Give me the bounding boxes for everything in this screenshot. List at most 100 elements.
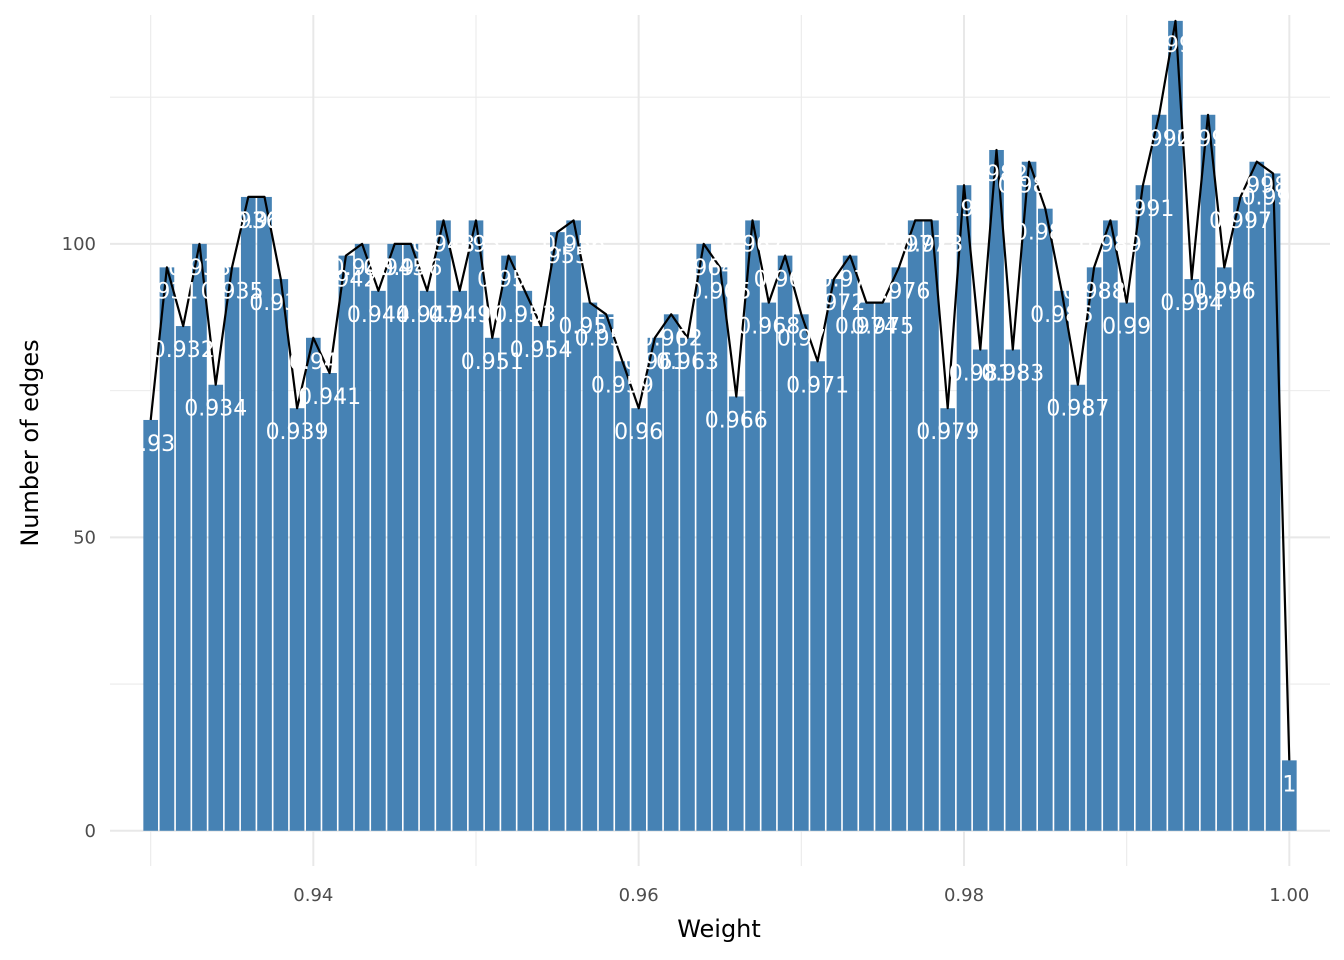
bar-label: 0.948 [412,232,475,257]
bar-label: 0.98 [940,197,989,222]
bar [1233,196,1248,831]
bar-label: 0.968 [737,315,800,340]
bar-label: 0.983 [981,362,1044,387]
bar [1282,760,1297,831]
bar [1151,114,1167,831]
bar-label: 0.931 [135,279,198,304]
bar-label: 0.942 [314,268,377,293]
bar [468,220,484,831]
bar-label: 0.991 [1111,197,1174,222]
bar [1135,185,1151,831]
bar-label: 0.976 [867,279,930,304]
bar-label: 0.941 [298,385,361,410]
bar-label: 0.996 [1193,279,1256,304]
bar-label: 0.958 [575,326,638,351]
bar-label: 0.961 [623,350,686,375]
bar-label: 0.963 [656,350,719,375]
bar-label: 0.966 [705,408,768,433]
bar-label: 0.93 [126,432,175,457]
bar [859,302,874,831]
bar-label: 0.986 [1030,303,1093,328]
bar-label: 0.95 [452,232,501,257]
bar [728,396,744,831]
bar-label: 0.985 [1014,221,1077,246]
bar [598,314,614,831]
bar-label: 0.952 [477,268,540,293]
bar [224,267,240,831]
y-tick-label: 50 [73,527,96,548]
bar [1249,161,1265,831]
bar [566,220,581,831]
bar-label: 0.945 [363,256,426,281]
bar [550,232,565,831]
bar-label: 0.946 [379,256,442,281]
bar [989,149,1004,831]
bar [533,326,549,831]
bar-label: 0.97 [777,326,826,351]
bar-label: 0.972 [802,291,865,316]
x-tick-label: 0.94 [293,885,333,906]
bar-label: 0.938 [249,291,312,316]
bar [631,408,646,831]
bar-label: 0.957 [558,315,621,340]
bar-label: 0.936 [217,209,280,234]
bar [940,408,956,831]
bar-label: 0.96 [614,420,663,445]
bar [956,185,972,831]
bar [745,220,760,831]
bar [891,267,907,831]
bar-label: 0.995 [1177,127,1240,152]
bar-label: 0.967 [721,232,784,257]
y-axis-tick-labels: 0 50 100 [62,234,96,842]
bar [419,290,435,831]
bar-label: 0.965 [689,279,752,304]
bar [1005,349,1021,831]
bar [484,337,500,831]
bar-label: 0.979 [916,420,979,445]
bar [1119,302,1134,831]
bar [647,337,663,831]
bar-label: 0.932 [152,338,215,363]
bar-label: 0.975 [851,315,914,340]
x-tick-label: 0.98 [944,885,984,906]
bar [582,302,598,831]
bar [1216,267,1232,831]
bar [143,419,158,831]
bar [777,255,793,831]
bar [403,243,419,831]
bar [1086,267,1102,831]
bar [875,302,890,831]
x-axis-title: Weight [677,915,761,943]
bar-label: 0.949 [428,303,491,328]
bar [761,302,777,831]
bar [1054,290,1069,831]
x-tick-label: 1.00 [1269,885,1309,906]
bar [306,337,321,831]
bar [289,408,305,831]
bar [1265,173,1281,831]
bar [794,314,809,831]
bar-label: 0.964 [672,256,735,281]
bar-label: 0.988 [1063,279,1126,304]
bar [371,290,386,831]
bar [924,220,939,831]
bar [663,314,679,831]
bar-label: 0.974 [835,315,898,340]
bar [387,243,402,831]
x-axis-tick-labels: 0.94 0.96 0.98 1.00 [293,885,1309,906]
bar [826,279,842,831]
bar [615,361,630,831]
bar [436,220,451,831]
bar-label: 0.935 [201,279,264,304]
bar [696,243,712,831]
bar-label: 0.999 [1242,185,1305,210]
bar-label: 1 [1282,772,1296,797]
bar-label: 0.993 [1144,33,1207,58]
bar-label: 0.934 [184,397,247,422]
bar [907,220,923,831]
bar-label: 0.951 [461,350,524,375]
bar-label: 0.971 [786,373,849,398]
bar-label: 0.992 [1128,127,1191,152]
